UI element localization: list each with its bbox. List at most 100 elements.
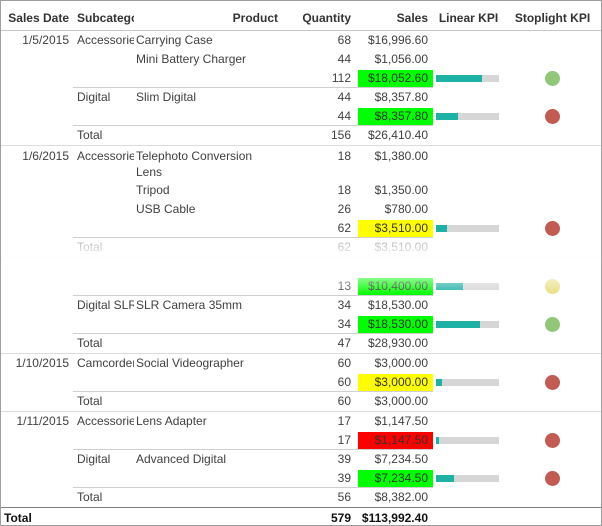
sales-kpi-cell: $8,357.80 — [358, 108, 433, 125]
table-row: Digital Slim Digital 44 $8,357.80 — [1, 88, 601, 107]
cell-sales-date — [1, 107, 73, 126]
sales-kpi-cell: $18,530.00 — [358, 316, 433, 333]
cell-linear-kpi — [433, 200, 504, 219]
cell-sales-date — [1, 200, 73, 219]
linear-kpi-track — [436, 321, 499, 328]
linear-kpi-bar — [436, 437, 440, 444]
cell-sales: $780.00 — [356, 200, 433, 219]
table-row: Digital Advanced Digital 39 $7,234.50 — [1, 450, 601, 469]
cell-sales — [356, 258, 433, 277]
cell-sales: $8,382.00 — [356, 488, 433, 507]
cell-sales: $18,052.60 — [356, 69, 433, 88]
sales-value: $8,357.80 — [374, 90, 428, 104]
cell-quantity: 44 — [337, 52, 351, 66]
header-stoplight-kpi: Stoplight KPI — [514, 11, 591, 25]
cell-stoplight-kpi — [504, 238, 601, 257]
cell-sales: $7,234.50 — [356, 469, 433, 488]
cell-quantity: 39 — [337, 452, 351, 466]
sales-value: $16,996.60 — [367, 33, 428, 47]
cell-linear-kpi — [433, 277, 504, 296]
cell-product — [134, 238, 284, 257]
linear-kpi-track — [436, 75, 499, 82]
stoplight-yellow-dot — [545, 279, 560, 294]
cell-product: Tripod — [136, 183, 170, 197]
cell-sales: $8,357.80 — [356, 88, 433, 107]
cell-product: Telephoto Conversion Lens — [136, 149, 253, 179]
cell-product — [134, 219, 284, 238]
cell-stoplight-kpi — [504, 181, 601, 200]
cell-linear-kpi — [433, 373, 504, 392]
linear-kpi-bar — [436, 379, 443, 386]
cell-quantity: 26 — [337, 202, 351, 216]
cell-quantity: 579 — [330, 511, 351, 525]
cell-subcategory — [73, 181, 134, 200]
subtotal-row: 39 $7,234.50 — [1, 469, 601, 488]
subtotal-row: 112 $18,052.60 — [1, 69, 601, 88]
sales-value: $113,992.40 — [361, 511, 428, 525]
cell-stoplight-kpi — [504, 469, 601, 488]
sales-kpi-cell: $18,052.60 — [358, 70, 433, 87]
total-row: Total 60 $3,000.00 — [1, 392, 601, 412]
sales-value: $1,147.50 — [374, 414, 428, 428]
cell-quantity: 34 — [284, 315, 356, 334]
cell-sales: $10,400.00 — [356, 277, 433, 296]
subtotal-row: 13 $10,400.00 — [1, 277, 601, 296]
stoplight-red-dot — [545, 221, 560, 236]
cell-product — [134, 488, 284, 507]
cell-quantity: 44 — [284, 107, 356, 126]
cell-sales: $3,000.00 — [356, 354, 433, 373]
cell-linear-kpi — [433, 126, 504, 145]
stoplight-green-dot — [545, 317, 560, 332]
cell-stoplight-kpi — [504, 50, 601, 69]
table-row: 1/11/2015 AccessoriesLens Adapter 17 $1,147… — [1, 412, 601, 431]
cell-product — [134, 334, 284, 353]
cell-sales-date — [1, 431, 73, 450]
cell-product — [134, 392, 284, 411]
cell-product: Carrying Case — [136, 33, 213, 47]
cell-subcategory: Accessories — [77, 33, 134, 47]
cell-stoplight-kpi — [504, 334, 601, 353]
cell-subcategory — [73, 277, 134, 296]
table-row: 1/10/2015 CamcordersSocial Videographer 60… — [1, 354, 601, 373]
cell-stoplight-kpi — [504, 450, 601, 469]
cell-stoplight-kpi — [504, 392, 601, 411]
sales-kpi-cell: $3,000.00 — [358, 374, 433, 391]
cell-sales-date — [1, 334, 73, 353]
cell-product — [134, 469, 284, 488]
cell-stoplight-kpi — [504, 219, 601, 238]
cell-sales: $1,147.50 — [356, 412, 433, 431]
cell-linear-kpi — [433, 258, 504, 277]
cell-quantity: 18 — [337, 183, 351, 197]
linear-kpi-track — [436, 283, 499, 290]
cell-product — [134, 107, 284, 126]
cell-linear-kpi — [433, 392, 504, 411]
linear-kpi-track — [436, 225, 499, 232]
cell-sales-date — [1, 258, 73, 277]
cell-product — [134, 373, 284, 392]
table-row: Digital SLR SLR Camera 35mm 34 $18,530.00 — [1, 296, 601, 315]
cell-quantity: 13 — [284, 277, 356, 296]
cell-quantity: 17 — [284, 431, 356, 450]
cell-sales-date — [1, 126, 73, 145]
cell-sales-date — [1, 219, 73, 238]
cell-linear-kpi — [433, 469, 504, 488]
sales-kpi-cell: $1,147.50 — [358, 432, 433, 449]
cell-sales: $28,930.00 — [356, 334, 433, 353]
cell-linear-kpi — [433, 31, 504, 50]
table-row: Tripod 18 $1,350.00 — [1, 181, 601, 200]
sales-value: $1,380.00 — [374, 149, 428, 163]
cell-linear-kpi — [433, 354, 504, 373]
cell-linear-kpi — [433, 431, 504, 450]
table-row: 1/5/2015 AccessoriesCarrying Case 68 $16,99… — [1, 31, 601, 50]
cell-stoplight-kpi — [504, 431, 601, 450]
cell-product — [134, 508, 284, 525]
cell-sales-date — [1, 392, 73, 411]
cell-product: Mini Battery Charger — [136, 52, 247, 66]
cell-sales-date — [1, 296, 73, 315]
cell-linear-kpi — [433, 107, 504, 126]
cell-subcategory — [73, 50, 134, 69]
cell-sales-date — [1, 450, 73, 469]
cell-sales-date — [1, 488, 73, 507]
cell-product — [134, 126, 284, 145]
